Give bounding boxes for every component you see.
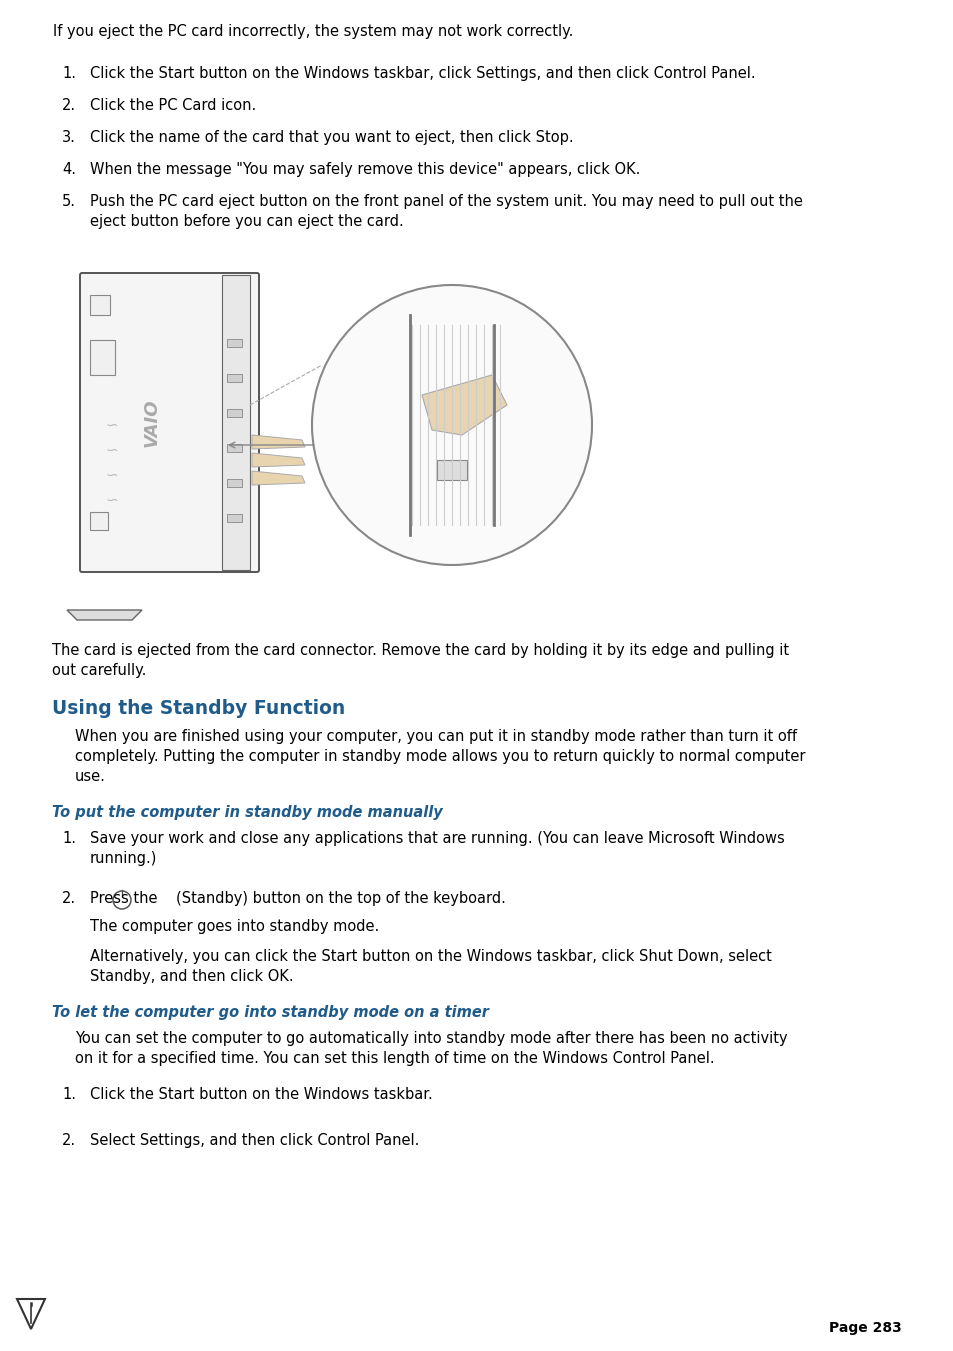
- Text: Page 283: Page 283: [828, 1321, 901, 1335]
- Text: When the message "You may safely remove this device" appears, click OK.: When the message "You may safely remove …: [90, 162, 639, 177]
- Text: 2.: 2.: [62, 99, 76, 113]
- Text: use.: use.: [75, 769, 106, 784]
- Polygon shape: [252, 471, 305, 485]
- Text: eject button before you can eject the card.: eject button before you can eject the ca…: [90, 213, 403, 230]
- Bar: [227, 480, 242, 486]
- Text: ∽: ∽: [106, 493, 118, 508]
- Text: ∽: ∽: [106, 467, 118, 482]
- Bar: [90, 340, 115, 376]
- Text: When you are finished using your computer, you can put it in standby mode rather: When you are finished using your compute…: [75, 730, 796, 744]
- Polygon shape: [421, 376, 506, 435]
- Text: Using the Standby Function: Using the Standby Function: [52, 698, 345, 717]
- Bar: [227, 409, 242, 417]
- Text: Save your work and close any applications that are running. (You can leave Micro: Save your work and close any application…: [90, 831, 784, 846]
- Text: If you eject the PC card incorrectly, the system may not work correctly.: If you eject the PC card incorrectly, th…: [53, 24, 573, 39]
- Text: 2.: 2.: [62, 892, 76, 907]
- Polygon shape: [67, 611, 142, 620]
- Text: The card is ejected from the card connector. Remove the card by holding it by it: The card is ejected from the card connec…: [52, 643, 788, 658]
- Text: 5.: 5.: [62, 195, 76, 209]
- Text: 3.: 3.: [62, 130, 76, 145]
- Text: 1.: 1.: [62, 66, 76, 81]
- Polygon shape: [252, 435, 305, 449]
- Text: running.): running.): [90, 851, 157, 866]
- Bar: [436, 459, 467, 480]
- Text: 4.: 4.: [62, 162, 76, 177]
- Text: ∽: ∽: [106, 417, 118, 432]
- Bar: [62, 255, 621, 626]
- Text: Standby, and then click OK.: Standby, and then click OK.: [90, 969, 294, 984]
- Text: out carefully.: out carefully.: [52, 663, 146, 678]
- Text: Alternatively, you can click the Start button on the Windows taskbar, click Shut: Alternatively, you can click the Start b…: [90, 948, 771, 965]
- Text: ∽: ∽: [106, 443, 118, 458]
- Text: The computer goes into standby mode.: The computer goes into standby mode.: [90, 919, 379, 934]
- Text: completely. Putting the computer in standby mode allows you to return quickly to: completely. Putting the computer in stan…: [75, 748, 804, 765]
- Bar: [90, 295, 110, 315]
- Text: 1.: 1.: [62, 831, 76, 846]
- FancyBboxPatch shape: [80, 273, 258, 571]
- Bar: [227, 444, 242, 453]
- Bar: [90, 512, 108, 530]
- Bar: [227, 374, 242, 382]
- Text: 2.: 2.: [62, 1133, 76, 1148]
- Text: Select Settings, and then click Control Panel.: Select Settings, and then click Control …: [90, 1133, 419, 1148]
- Bar: [222, 276, 250, 570]
- Text: Click the PC Card icon.: Click the PC Card icon.: [90, 99, 256, 113]
- Text: on it for a specified time. You can set this length of time on the Windows Contr: on it for a specified time. You can set …: [75, 1051, 714, 1066]
- Bar: [227, 339, 242, 347]
- Text: Click the Start button on the Windows taskbar.: Click the Start button on the Windows ta…: [90, 1088, 433, 1102]
- Text: To let the computer go into standby mode on a timer: To let the computer go into standby mode…: [52, 1005, 489, 1020]
- Text: Push the PC card eject button on the front panel of the system unit. You may nee: Push the PC card eject button on the fro…: [90, 195, 802, 209]
- Bar: [227, 513, 242, 521]
- Text: Click the name of the card that you want to eject, then click Stop.: Click the name of the card that you want…: [90, 130, 573, 145]
- Text: VAIO: VAIO: [142, 399, 160, 447]
- Circle shape: [312, 285, 592, 565]
- Text: Click the Start button on the Windows taskbar, click Settings, and then click Co: Click the Start button on the Windows ta…: [90, 66, 755, 81]
- Polygon shape: [252, 453, 305, 467]
- Text: 1.: 1.: [62, 1088, 76, 1102]
- Text: Press the    (Standby) button on the top of the keyboard.: Press the (Standby) button on the top of…: [90, 892, 505, 907]
- Text: To put the computer in standby mode manually: To put the computer in standby mode manu…: [52, 805, 442, 820]
- Text: You can set the computer to go automatically into standby mode after there has b: You can set the computer to go automatic…: [75, 1031, 787, 1046]
